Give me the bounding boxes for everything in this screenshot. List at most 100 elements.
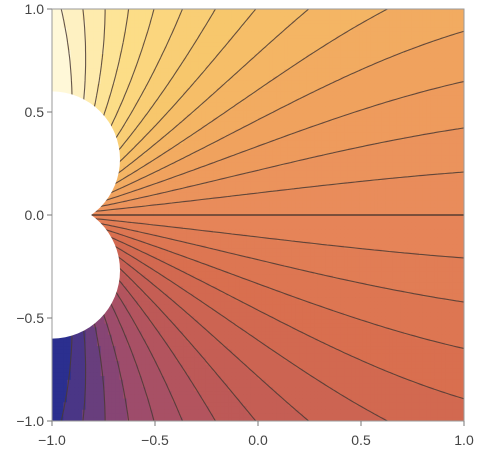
contour-cell <box>209 95 214 100</box>
contour-cell <box>168 177 173 182</box>
contour-cell <box>261 80 267 85</box>
contour-cell <box>370 35 375 40</box>
contour-cell <box>415 76 420 81</box>
contour-cell <box>287 140 293 145</box>
contour-cell <box>149 155 154 160</box>
contour-cell <box>216 166 222 171</box>
contour-cell <box>145 65 150 70</box>
contour-cell <box>126 9 132 14</box>
contour-cell <box>74 23 79 29</box>
contour-cell <box>171 76 177 81</box>
contour-cell <box>415 102 420 107</box>
contour-cell <box>325 102 330 107</box>
contour-cell <box>295 102 300 107</box>
contour-cell <box>385 57 390 63</box>
contour-cell <box>434 38 439 44</box>
contour-cell <box>385 16 390 21</box>
contour-cell <box>250 27 255 33</box>
contour-cell <box>299 23 304 29</box>
contour-cell <box>85 95 91 100</box>
contour-cell <box>284 106 289 111</box>
contour-cell <box>216 12 222 18</box>
contour-cell <box>385 76 390 81</box>
contour-cell <box>119 27 124 33</box>
contour-cell <box>96 42 102 48</box>
contour-cell <box>400 35 405 40</box>
contour-cell <box>66 61 72 66</box>
contour-cell <box>175 125 180 130</box>
contour-cell <box>374 132 379 137</box>
contour-cell <box>430 136 435 141</box>
contour-cell <box>104 27 109 33</box>
contour-cell <box>295 12 300 18</box>
contour-cell <box>130 35 135 40</box>
contour-cell <box>329 50 334 55</box>
contour-cell <box>374 38 379 44</box>
contour-cell <box>246 72 252 78</box>
contour-cell <box>329 110 334 115</box>
contour-cell <box>332 27 338 33</box>
contour-cell <box>168 16 173 21</box>
contour-cell <box>441 158 446 164</box>
contour-cell <box>456 65 461 70</box>
contour-cell <box>389 113 394 119</box>
contour-cell <box>190 46 195 51</box>
contour-cell <box>314 57 319 63</box>
contour-cell <box>175 9 180 14</box>
contour-cell <box>452 151 458 156</box>
contour-cell <box>55 72 61 78</box>
contour-cell <box>434 57 439 63</box>
contour-cell <box>404 98 409 104</box>
contour-cell <box>254 68 259 74</box>
contour-cell <box>419 147 424 152</box>
contour-cell <box>460 162 464 167</box>
contour-cell <box>272 72 278 78</box>
contour-cell <box>115 125 121 130</box>
contour-cell <box>434 9 439 14</box>
contour-cell <box>156 42 162 48</box>
contour-cell <box>145 42 150 48</box>
contour-cell <box>370 125 375 130</box>
contour-cell <box>138 162 143 167</box>
contour-cell <box>400 121 405 126</box>
contour-cell <box>134 147 139 152</box>
contour-cell <box>291 72 297 78</box>
contour-cell <box>430 46 435 51</box>
contour-cell <box>287 38 293 44</box>
contour-cell <box>340 27 345 33</box>
contour-cell <box>160 110 165 115</box>
contour-cell <box>254 140 259 145</box>
contour-cell <box>179 35 184 40</box>
contour-cell <box>216 173 222 179</box>
contour-cell <box>407 68 413 74</box>
contour-cell <box>183 65 188 70</box>
contour-cell <box>302 155 308 160</box>
contour-cell <box>209 42 214 48</box>
contour-cell <box>291 80 297 85</box>
contour-cell <box>216 170 222 175</box>
contour-cell <box>145 83 150 89</box>
contour-cell <box>377 113 383 119</box>
contour-cell <box>362 170 368 175</box>
contour-cell <box>430 128 435 134</box>
contour-cell <box>362 53 368 59</box>
contour-cell <box>213 166 218 171</box>
contour-cell <box>153 46 158 51</box>
contour-cell <box>385 162 390 167</box>
contour-cell <box>295 72 300 78</box>
contour-cell <box>347 140 353 145</box>
contour-cell <box>126 151 132 156</box>
contour-cell <box>243 110 248 115</box>
contour-cell <box>220 57 225 63</box>
contour-cell <box>201 102 207 107</box>
contour-cell <box>377 68 383 74</box>
contour-cell <box>407 80 413 85</box>
contour-cell <box>250 117 255 122</box>
contour-cell <box>385 136 390 141</box>
contour-cell <box>198 132 203 137</box>
contour-cell <box>179 128 184 134</box>
contour-cell <box>168 68 173 74</box>
contour-cell <box>134 166 139 171</box>
contour-cell <box>96 31 102 36</box>
contour-cell <box>55 31 61 36</box>
